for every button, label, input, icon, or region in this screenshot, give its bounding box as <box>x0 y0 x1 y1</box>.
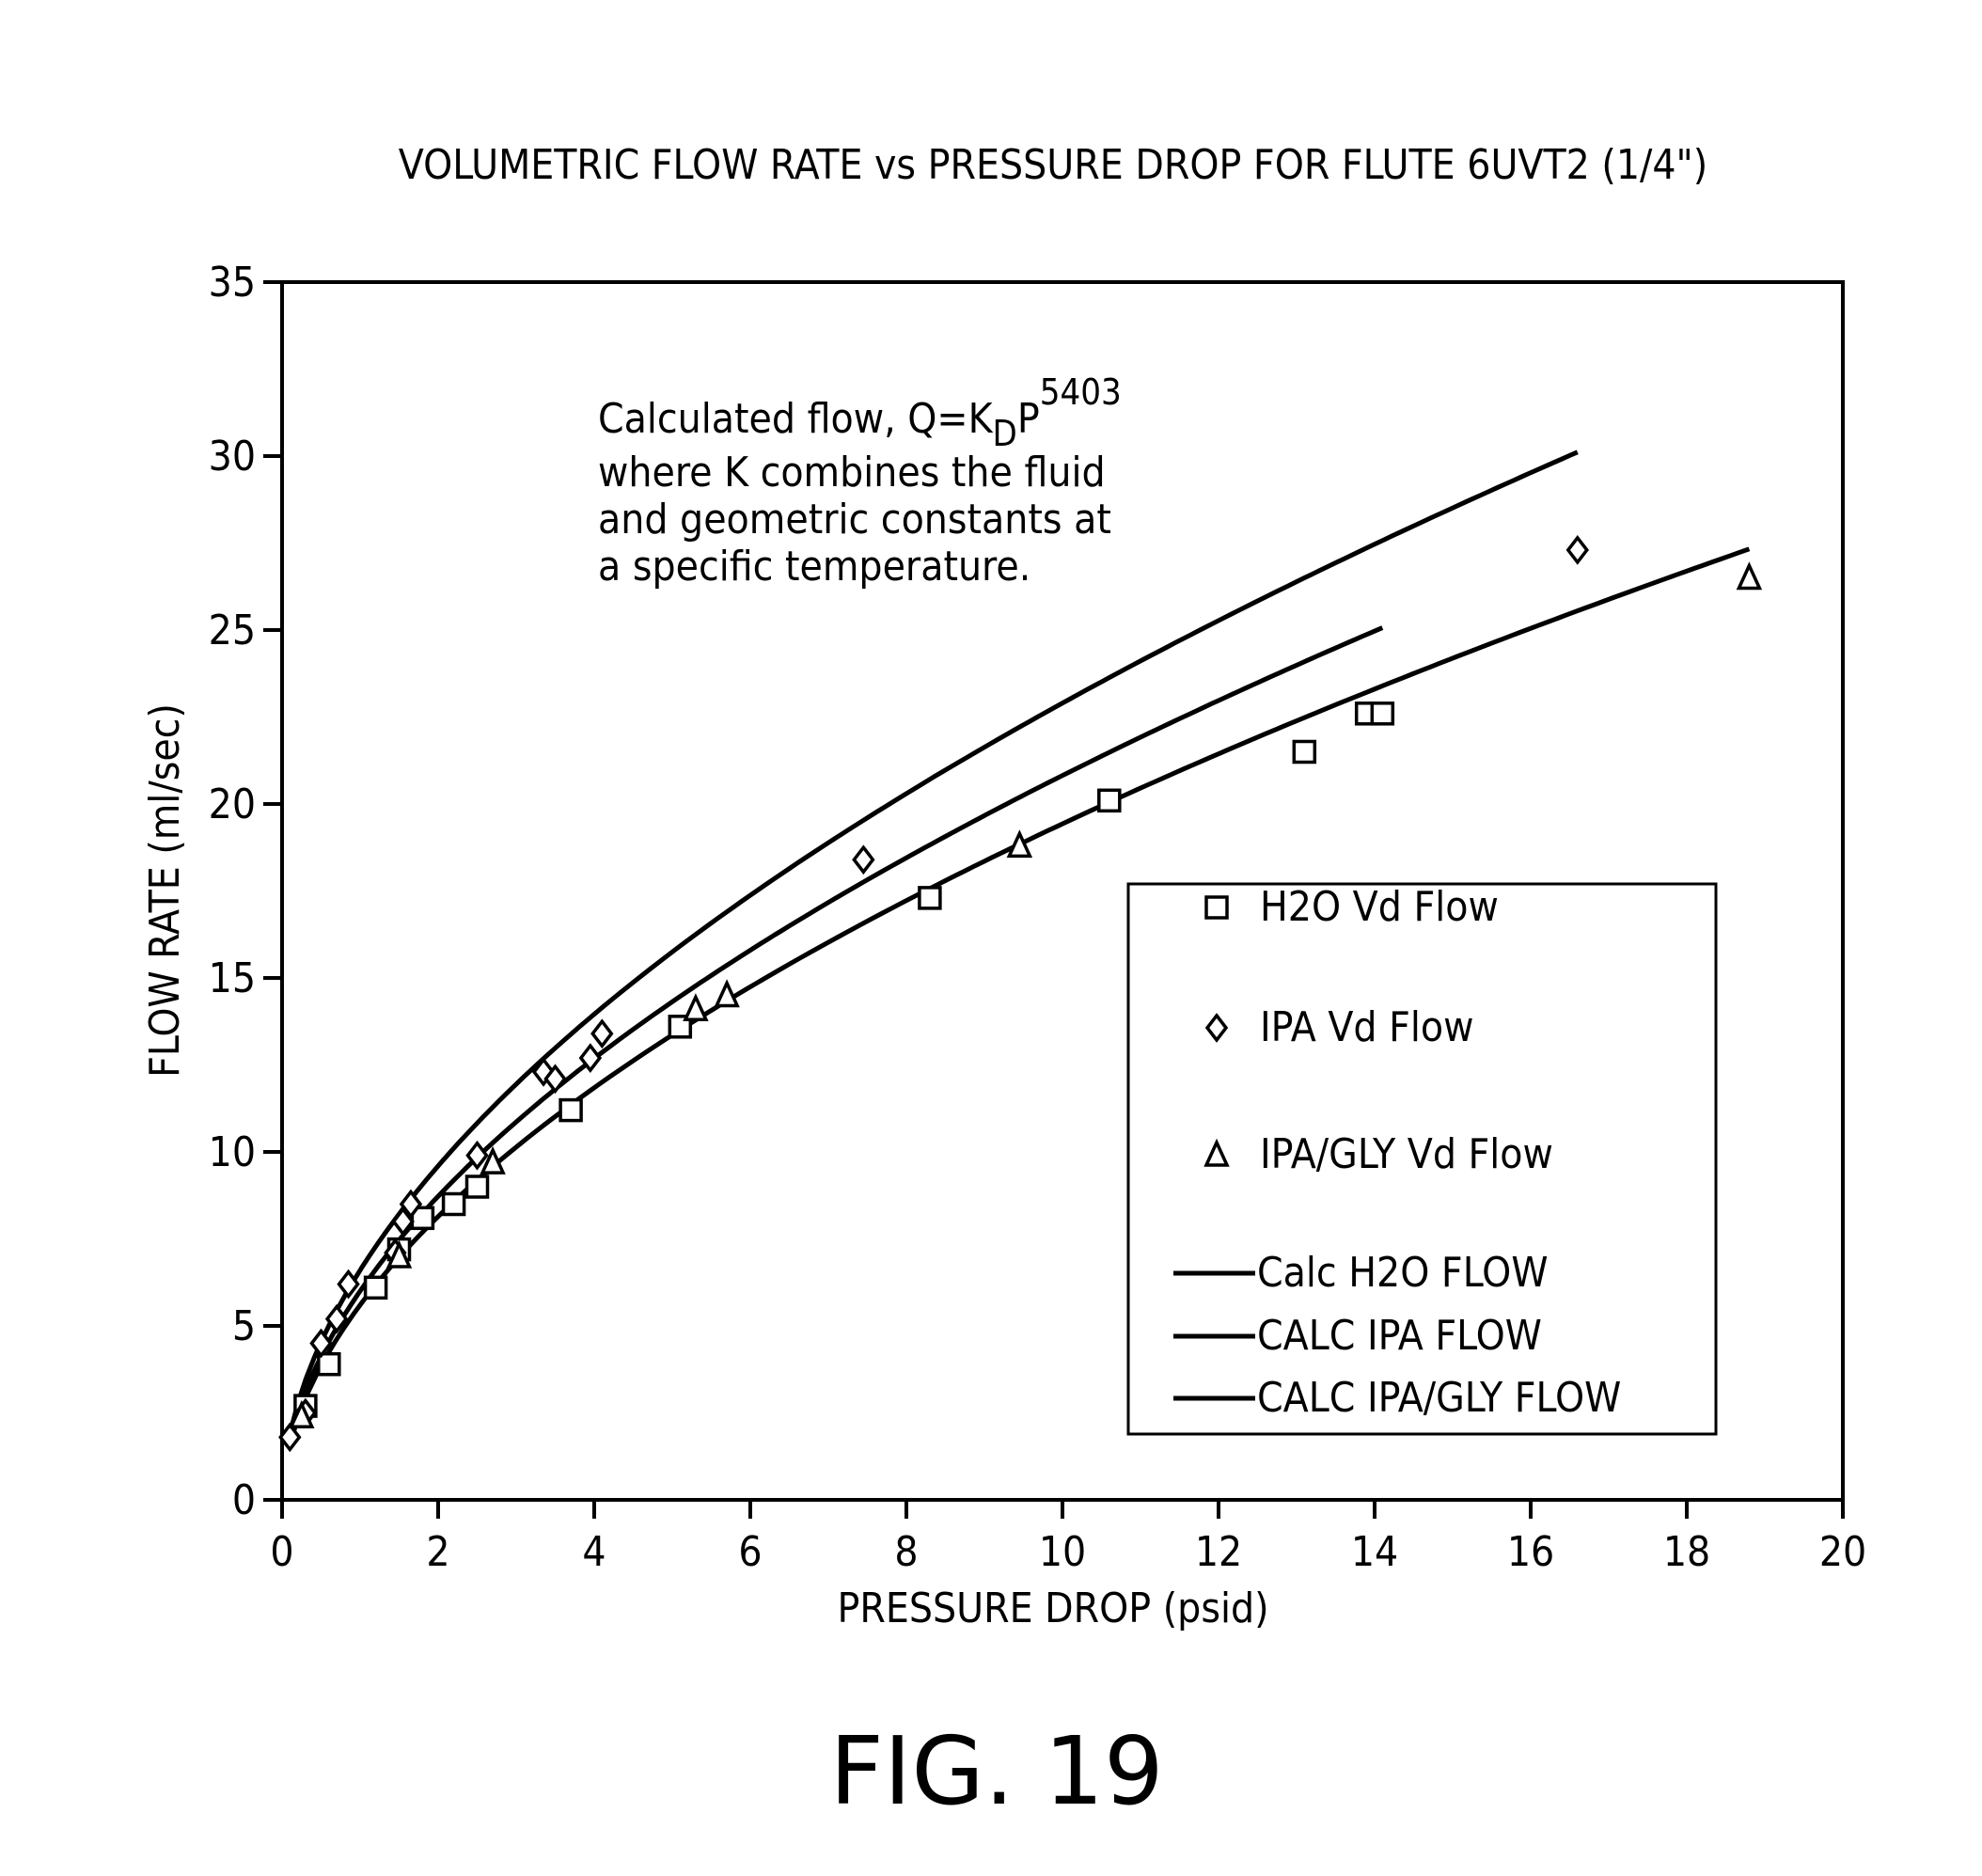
point-h2o-vd-flow-4 <box>410 1206 435 1231</box>
y-tick-label-3: 15 <box>209 954 256 1002</box>
x-tick-label-8: 16 <box>1507 1528 1554 1576</box>
legend-ipa-vd-flow-label: IPA Vd Flow <box>1260 1003 1474 1051</box>
point-ipa-vd-flow-11 <box>578 1043 603 1073</box>
legend-ipa-gly-vd-flow-label: IPA/GLY Vd Flow <box>1260 1130 1553 1178</box>
y-tick-label-6: 30 <box>209 433 256 481</box>
y-tick-label-7: 35 <box>209 259 256 307</box>
y-tick-label-2: 10 <box>209 1128 256 1176</box>
legend-box <box>1126 882 1718 1436</box>
point-ipa-gly-vd-flow-4 <box>714 979 740 1008</box>
point-h2o-vd-flow-13 <box>1370 702 1395 726</box>
x-axis-ticks: 0 2 4 6 8 10 12 14 16 18 20 <box>270 1500 1866 1576</box>
point-ipa-gly-vd-flow-3 <box>683 993 709 1022</box>
point-ipa-vd-flow-8 <box>465 1140 489 1171</box>
x-tick-label-1: 2 <box>426 1528 449 1576</box>
point-h2o-vd-flow-1 <box>317 1351 341 1377</box>
y-axis-ticks: 0 5 10 15 20 25 30 35 <box>209 259 282 1524</box>
formula-line-1: Calculated flow, Q=KDP5403 <box>598 371 1122 454</box>
formula-annotation: Calculated flow, Q=KDP5403 where K combi… <box>598 371 1122 591</box>
point-h2o-vd-flow-7 <box>558 1097 583 1123</box>
point-ipa-vd-flow-14 <box>1565 535 1590 565</box>
point-ipa-vd-flow-0 <box>278 1422 302 1453</box>
y-tick-label-1: 5 <box>232 1302 256 1350</box>
chart-title: VOLUMETRIC FLOW RATE vs PRESSURE DROP FO… <box>399 141 1707 189</box>
point-ipa-vd-flow-6 <box>391 1206 415 1237</box>
x-tick-label-10: 20 <box>1819 1528 1866 1576</box>
legend-ipa-vd-flow-marker <box>1204 1013 1229 1043</box>
point-h2o-vd-flow-11 <box>1292 739 1317 765</box>
point-ipa-vd-flow-4 <box>337 1269 360 1300</box>
point-h2o-vd-flow-5 <box>441 1191 466 1217</box>
x-tick-label-5: 10 <box>1039 1528 1086 1576</box>
formula-line-2: where K combines the fluid <box>598 449 1106 497</box>
legend-items: H2O Vd Flow IPA Vd Flow IPA/GLY Vd Flow Cal… <box>1173 883 1621 1422</box>
point-ipa-gly-vd-flow-6 <box>1736 561 1763 591</box>
formula-line-3: and geometric constants at <box>598 496 1111 544</box>
point-ipa-vd-flow-10 <box>543 1064 567 1095</box>
formula-line-4: a specific temperature. <box>598 543 1030 591</box>
y-tick-label-4: 20 <box>209 780 256 828</box>
chart-legend: H2O Vd Flow IPA Vd Flow IPA/GLY Vd Flow Cal… <box>1126 882 1718 1436</box>
curve-calc-ipa-flow <box>287 449 1579 1435</box>
point-ipa-vd-flow-3 <box>324 1303 349 1334</box>
x-tick-label-4: 8 <box>894 1528 918 1576</box>
point-h2o-vd-flow-10 <box>1097 788 1122 813</box>
legend-h2o-vd-flow-marker <box>1204 895 1229 920</box>
point-ipa-gly-vd-flow-0 <box>289 1399 315 1428</box>
point-ipa-gly-vd-flow-5 <box>1006 829 1033 859</box>
x-tick-label-2: 4 <box>582 1528 606 1576</box>
formula-prefix: Calculated flow, Q=K <box>598 395 994 443</box>
y-axis-label: FLOW RATE (ml/sec) <box>141 703 189 1078</box>
point-ipa-vd-flow-7 <box>399 1189 423 1220</box>
legend-calc-ipa-flow-label: CALC IPA FLOW <box>1257 1312 1542 1360</box>
x-tick-label-3: 6 <box>738 1528 762 1576</box>
point-ipa-vd-flow-2 <box>309 1328 333 1359</box>
point-h2o-vd-flow-2 <box>363 1275 388 1301</box>
data-markers <box>278 535 1763 1453</box>
figure-label: FIG. 19 <box>829 1716 1163 1826</box>
x-tick-label-0: 0 <box>270 1528 293 1576</box>
point-ipa-gly-vd-flow-2 <box>480 1145 506 1174</box>
formula-suffix: P <box>1017 395 1040 443</box>
formula-superscript: 5403 <box>1040 371 1122 413</box>
x-tick-label-6: 12 <box>1195 1528 1242 1576</box>
point-ipa-vd-flow-13 <box>852 844 875 875</box>
y-tick-label-5: 25 <box>209 607 256 654</box>
x-axis-label: PRESSURE DROP (psid) <box>837 1584 1268 1632</box>
legend-ipa-gly-vd-flow-marker <box>1203 1138 1230 1167</box>
legend-calc-h2o-flow-label: Calc H2O FLOW <box>1257 1249 1548 1297</box>
legend-calc-ipa-gly-flow-label: CALC IPA/GLY FLOW <box>1257 1374 1621 1422</box>
x-tick-label-7: 14 <box>1351 1528 1398 1576</box>
y-tick-label-0: 0 <box>232 1476 256 1524</box>
point-h2o-vd-flow-6 <box>464 1174 490 1199</box>
point-h2o-vd-flow-9 <box>918 886 942 910</box>
x-tick-label-9: 18 <box>1663 1528 1710 1576</box>
formula-subscript: D <box>993 413 1017 454</box>
point-ipa-vd-flow-12 <box>590 1018 614 1049</box>
point-ipa-gly-vd-flow-1 <box>385 1239 413 1269</box>
point-h2o-vd-flow-8 <box>668 1015 693 1039</box>
legend-h2o-vd-flow-label: H2O Vd Flow <box>1260 883 1499 931</box>
